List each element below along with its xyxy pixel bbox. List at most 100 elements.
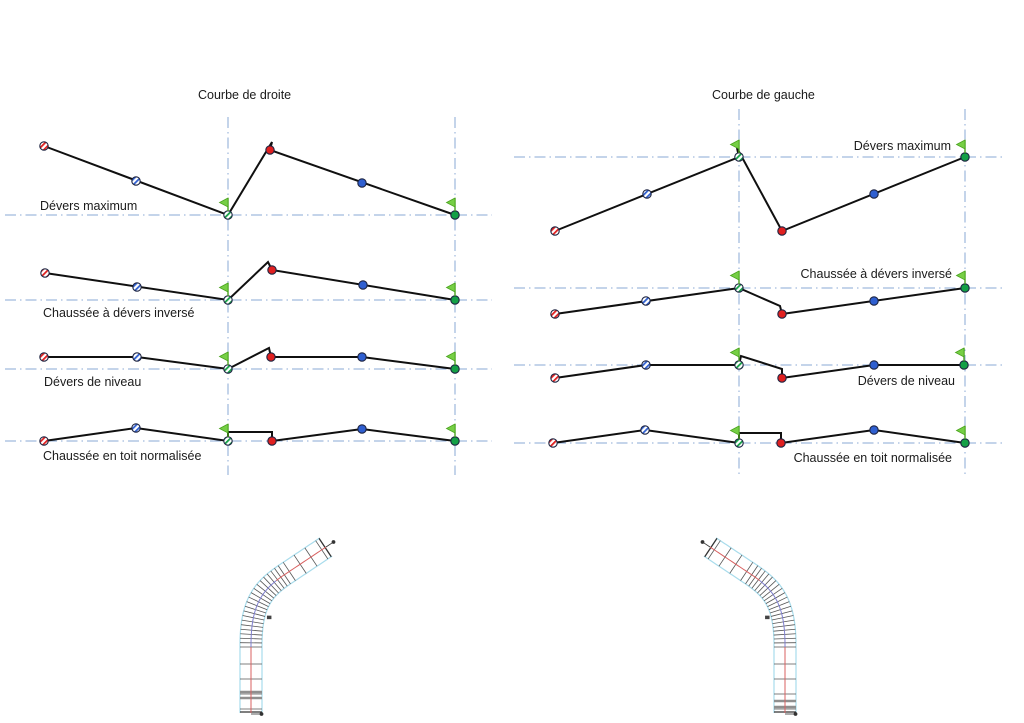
green-flag-icon: [445, 423, 456, 438]
superelevation-profile-line: [43, 426, 456, 443]
marker-blue-solid: [869, 425, 879, 435]
superelevation-profile-lines: [43, 141, 966, 445]
marker-red-solid: [777, 226, 787, 236]
green-flag-icon: [445, 197, 456, 212]
superelevation-profile-line: [554, 147, 966, 233]
marker-green-hatched: [223, 210, 233, 220]
right-panel-title: Courbe de gauche: [712, 88, 815, 102]
marker-red-hatched: [40, 268, 50, 278]
superelevation-profile-line: [43, 141, 456, 217]
marker-red-solid: [266, 352, 276, 362]
marker-green-solid: [960, 283, 970, 293]
left-panel-title: Courbe de droite: [198, 88, 292, 102]
superelevation-profile-line: [44, 260, 456, 302]
marker-green-hatched: [734, 438, 744, 448]
marker-blue-hatched: [131, 176, 141, 186]
marker-green-solid: [959, 360, 969, 370]
station-label-mark: [266, 615, 272, 620]
green-flag-icon: [729, 425, 740, 440]
station-leader: [325, 542, 333, 548]
marker-green-hatched: [734, 360, 744, 370]
marker-green-hatched: [223, 364, 233, 374]
superelevation-profile-line: [552, 428, 966, 445]
marker-red-hatched: [39, 352, 49, 362]
superelevation-profile-line: [554, 354, 964, 380]
marker-green-solid: [450, 295, 460, 305]
green-flag-icon: [729, 270, 740, 285]
right-label-toit-normalisee: Chaussée en toit normalisée: [793, 451, 952, 465]
marker-blue-hatched: [641, 296, 651, 306]
green-flag-icon: [218, 423, 229, 438]
marker-blue-hatched: [640, 425, 650, 435]
critical-station-flags: [218, 139, 966, 440]
marker-green-hatched: [734, 152, 744, 162]
marker-red-solid: [776, 438, 786, 448]
marker-green-solid: [960, 438, 970, 448]
left-label-toit-normalisee: Chaussée en toit normalisée: [43, 449, 202, 463]
green-flag-icon: [445, 351, 456, 366]
marker-green-solid: [450, 210, 460, 220]
station-leader: [703, 542, 711, 548]
green-flag-icon: [955, 139, 966, 154]
road-plan-right: [700, 537, 798, 716]
marker-red-hatched: [39, 436, 49, 446]
marker-blue-solid: [357, 178, 367, 188]
marker-blue-solid: [869, 189, 879, 199]
green-flag-icon: [445, 282, 456, 297]
marker-green-solid: [450, 436, 460, 446]
road-centerline: [759, 580, 786, 647]
marker-red-solid: [777, 309, 787, 319]
green-flag-icon: [218, 351, 229, 366]
marker-green-hatched: [734, 283, 744, 293]
green-flag-icon: [955, 425, 966, 440]
marker-blue-hatched: [641, 360, 651, 370]
transition-point-markers: [39, 141, 970, 448]
marker-red-hatched: [550, 373, 560, 383]
marker-red-hatched: [550, 309, 560, 319]
marker-blue-hatched: [132, 352, 142, 362]
marker-red-solid: [267, 265, 277, 275]
station-label-mark: [765, 615, 770, 620]
marker-red-hatched: [39, 141, 49, 151]
station-end-mark: [259, 712, 264, 716]
marker-red-solid: [777, 373, 787, 383]
station-end-mark: [700, 540, 705, 544]
left-label-devers-inverse: Chaussée à dévers inversé: [43, 306, 195, 320]
superelevation-profile-line: [554, 286, 966, 316]
marker-red-hatched: [550, 226, 560, 236]
superelevation-profile-line: [44, 346, 456, 371]
marker-red-solid: [265, 145, 275, 155]
road-centerline: [275, 546, 327, 582]
road-centerline: [250, 580, 277, 647]
marker-green-hatched: [223, 436, 233, 446]
station-end-mark: [793, 712, 798, 716]
green-flag-icon: [729, 347, 740, 362]
marker-blue-hatched: [132, 282, 142, 292]
green-flag-icon: [954, 347, 965, 362]
road-plan-left: [239, 537, 336, 716]
marker-blue-hatched: [642, 189, 652, 199]
marker-green-solid: [960, 152, 970, 162]
green-flag-icon: [955, 270, 966, 285]
marker-blue-hatched: [131, 423, 141, 433]
marker-green-hatched: [223, 295, 233, 305]
right-label-devers-niveau: Dévers de niveau: [857, 374, 955, 388]
left-label-devers-maximum: Dévers maximum: [40, 199, 138, 213]
marker-blue-solid: [357, 424, 367, 434]
right-label-devers-maximum: Dévers maximum: [853, 139, 951, 153]
marker-blue-solid: [869, 360, 879, 370]
road-centerline: [709, 546, 761, 582]
green-flag-icon: [218, 282, 229, 297]
right-label-devers-inverse: Chaussée à dévers inversé: [800, 267, 952, 281]
left-label-devers-niveau: Dévers de niveau: [44, 375, 142, 389]
marker-green-solid: [450, 364, 460, 374]
station-end-mark: [331, 540, 336, 544]
construction-dashdot-lines: [5, 109, 1003, 475]
marker-blue-solid: [358, 280, 368, 290]
marker-red-hatched: [548, 438, 558, 448]
marker-red-solid: [267, 436, 277, 446]
marker-blue-solid: [357, 352, 367, 362]
marker-blue-solid: [869, 296, 879, 306]
